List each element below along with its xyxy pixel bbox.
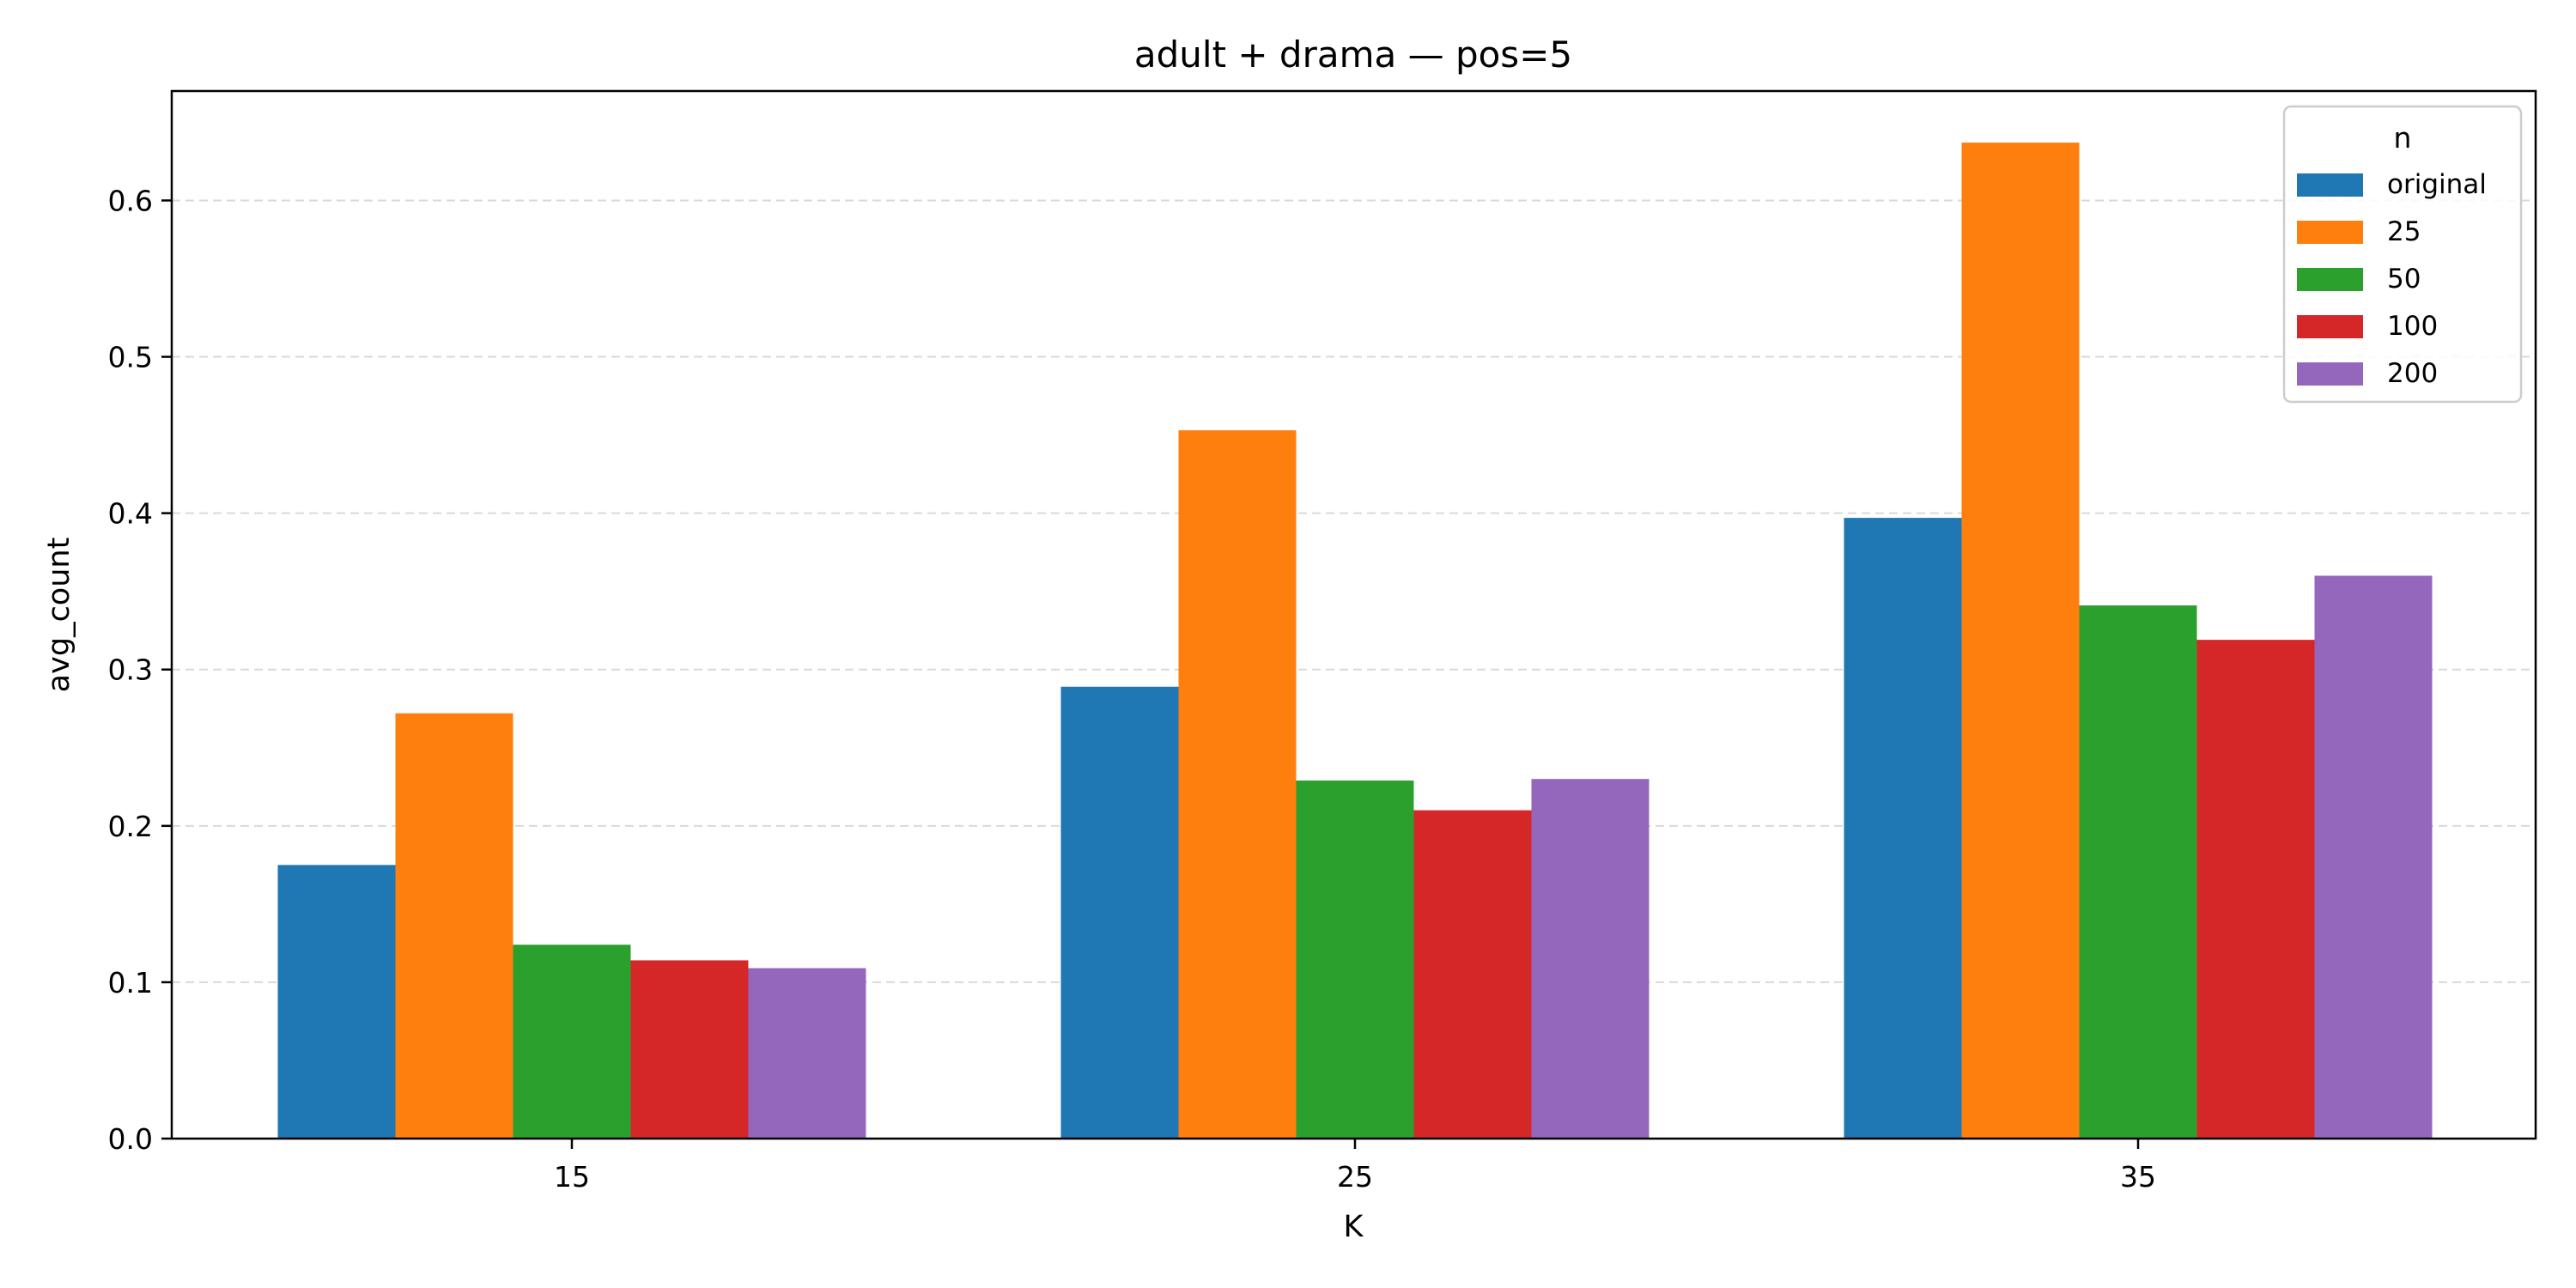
legend-label: 25	[2387, 216, 2421, 247]
legend-title: n	[2394, 121, 2412, 155]
x-tick-label: 15	[554, 1160, 590, 1194]
y-tick-label: 0.0	[108, 1122, 153, 1156]
legend-swatch	[2297, 221, 2363, 244]
x-tick-label: 35	[2120, 1160, 2156, 1194]
legend: n original 25 50 100 200	[2282, 105, 2523, 404]
chart-title: adult + drama — pos=5	[1134, 33, 1572, 76]
bar-100-25	[1413, 810, 1532, 1139]
y-tick-label: 0.1	[108, 966, 153, 999]
bar-25-15	[395, 713, 513, 1139]
legend-label: 200	[2387, 358, 2438, 389]
bar-200-15	[748, 968, 866, 1139]
y-axis: 0.0 0.1 0.2 0.3 0.4 0.5 0.6	[108, 184, 172, 1156]
x-axis: 15 25 35	[554, 1139, 2156, 1194]
bar-original-35	[1844, 518, 1962, 1139]
bar-50-15	[513, 945, 631, 1139]
y-tick-label: 0.4	[108, 497, 153, 531]
bars	[277, 143, 2433, 1139]
x-tick-label: 25	[1337, 1160, 1373, 1194]
bar-200-35	[2314, 575, 2433, 1139]
bar-200-25	[1531, 779, 1649, 1139]
legend-swatch	[2297, 362, 2363, 386]
bar-50-35	[2079, 605, 2197, 1139]
plot-frame	[170, 89, 2537, 1140]
bar-100-15	[630, 960, 749, 1139]
bar-25-35	[1961, 143, 2080, 1139]
legend-swatch	[2297, 315, 2363, 338]
bar-original-15	[277, 865, 396, 1139]
y-axis-title: avg_count	[42, 538, 76, 693]
legend-label: 50	[2387, 264, 2421, 295]
x-axis-title: K	[1344, 1210, 1364, 1244]
legend-label: original	[2387, 169, 2487, 200]
legend-swatch	[2297, 268, 2363, 291]
bar-50-25	[1296, 781, 1414, 1139]
bar-25-25	[1178, 430, 1297, 1139]
legend-swatch	[2297, 173, 2363, 197]
y-tick-label: 0.6	[108, 184, 153, 217]
bar-original-25	[1060, 686, 1179, 1139]
bar-100-35	[2196, 640, 2315, 1139]
y-tick-label: 0.5	[108, 341, 153, 374]
legend-label: 100	[2387, 311, 2438, 342]
y-tick-label: 0.2	[108, 810, 153, 843]
y-tick-label: 0.3	[108, 653, 153, 687]
